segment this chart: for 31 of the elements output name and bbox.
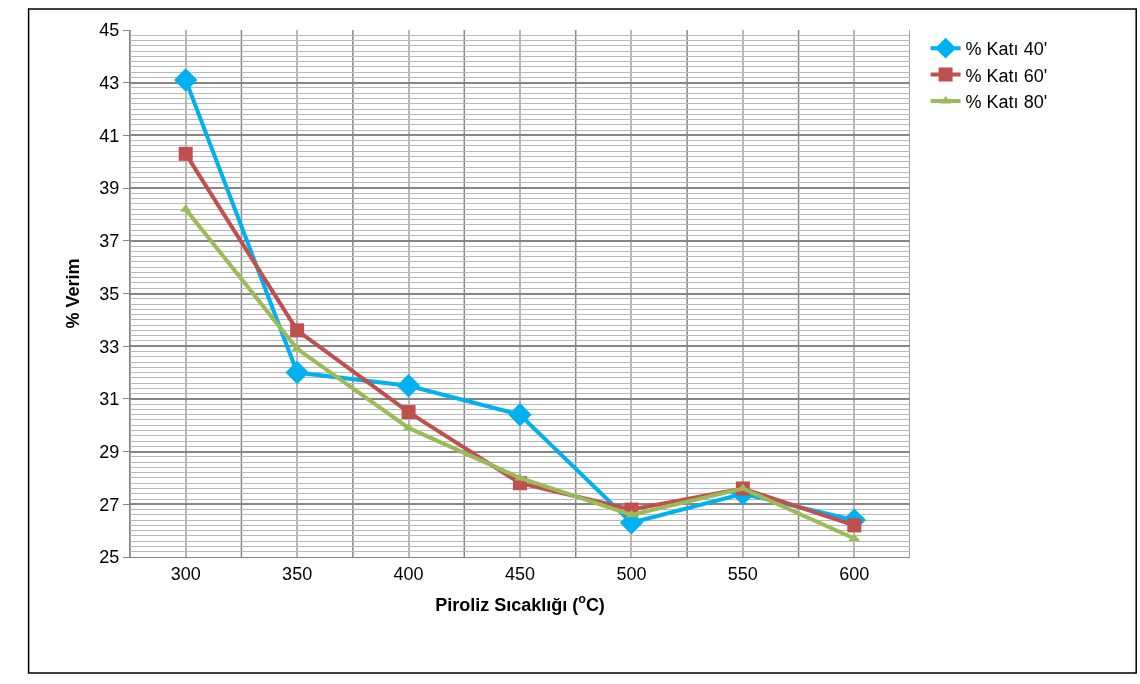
- point: [396, 374, 421, 398]
- legend-label: % Katı 80': [965, 92, 1048, 113]
- y-tick-label: 43: [99, 73, 120, 93]
- x-tick-label: 350: [282, 563, 313, 584]
- x-tick-label: 600: [839, 563, 870, 584]
- y-tick-label: 37: [99, 231, 120, 252]
- y-tick-label: 25: [99, 547, 120, 568]
- x-tick-label: 300: [170, 563, 201, 584]
- y-axis-title: % Verim: [62, 258, 83, 329]
- x-tick-label: 450: [504, 563, 536, 584]
- point: [178, 146, 193, 161]
- y-tick-label: 29: [99, 441, 120, 462]
- x-tick-label: 500: [616, 563, 647, 584]
- y-tick-label: 35: [99, 283, 120, 304]
- point: [401, 405, 416, 420]
- y-tick-label: 39: [99, 178, 120, 199]
- y-tick-label: 31: [99, 389, 120, 410]
- y-tick-label: 27: [99, 494, 120, 515]
- legend-label: % Katı 40': [965, 39, 1048, 60]
- point: [174, 68, 198, 92]
- x-tick-label: 550: [727, 563, 758, 584]
- y-tick-label: 33: [99, 336, 120, 357]
- x-axis-title: Piroliz Sıcaklığı ($^{o}$C): [435, 592, 605, 615]
- x-tick-label: 400: [393, 563, 424, 584]
- point: [847, 518, 862, 533]
- point: [290, 323, 305, 338]
- point: [508, 403, 532, 427]
- y-tick-label: 41: [99, 125, 120, 146]
- point: [285, 360, 309, 385]
- y-tick-label: 45: [99, 20, 120, 41]
- legend-label: % Katı 60': [965, 65, 1048, 86]
